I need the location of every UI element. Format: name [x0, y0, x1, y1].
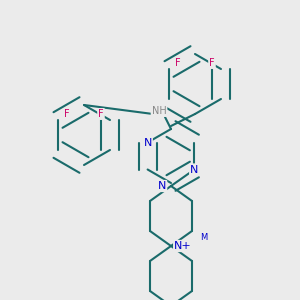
- Text: F: F: [209, 58, 215, 68]
- Text: NH: NH: [152, 106, 166, 116]
- Text: N+: N+: [174, 241, 192, 251]
- Text: F: F: [175, 58, 181, 68]
- Text: M: M: [200, 232, 208, 242]
- Text: N: N: [143, 137, 152, 148]
- Text: F: F: [98, 109, 104, 119]
- Text: N: N: [158, 181, 166, 191]
- Text: F: F: [64, 109, 70, 119]
- Text: N: N: [190, 164, 199, 175]
